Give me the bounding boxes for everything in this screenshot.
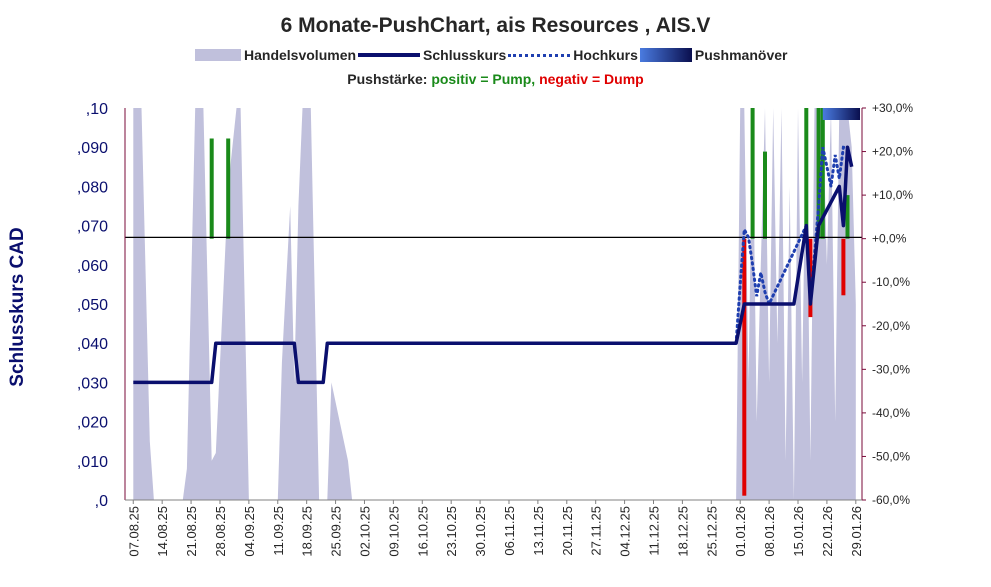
y-right-tick-label-0: -60,0% <box>872 493 910 507</box>
x-tick-label-7: 25.09.25 <box>329 506 344 557</box>
y-left-tick-label-7: ,070 <box>77 219 108 236</box>
x-tick-label-3: 28.08.25 <box>213 506 228 557</box>
volume-area <box>133 108 856 500</box>
y-left-tick-label-10: ,10 <box>86 101 108 118</box>
x-tick-label-2: 21.08.25 <box>184 506 199 557</box>
chart-title: 6 Monate-PushChart, ais Resources , AIS.… <box>280 14 711 37</box>
push-bar-3 <box>750 108 755 239</box>
legend-item-high: Hochkurs <box>508 47 638 63</box>
x-tick-label-20: 25.12.25 <box>704 506 719 557</box>
push-bar-0 <box>209 138 214 239</box>
push-period-band <box>822 108 860 120</box>
legend: Handelsvolumen Schlusskurs Hochkurs Push… <box>195 45 789 65</box>
push-bar-2 <box>742 238 747 496</box>
y-left-tick-label-5: ,050 <box>77 297 108 314</box>
x-tick-label-15: 20.11.25 <box>560 506 575 556</box>
x-tick-label-1: 14.08.25 <box>155 506 170 557</box>
push-bar-1 <box>226 138 231 239</box>
legend-item-volume: Handelsvolumen <box>195 47 356 63</box>
legend-item-close: Schlusskurs <box>358 47 506 63</box>
push-bar-4 <box>763 151 767 239</box>
x-tick-label-10: 16.10.25 <box>415 506 430 557</box>
y-right-tick-label-8: +20,0% <box>872 145 913 159</box>
x-tick-label-22: 08.01.26 <box>762 506 777 557</box>
subtitle: Pushstärke: positiv = Pump, negativ = Du… <box>0 71 991 87</box>
x-tick-label-14: 13.11.25 <box>531 506 546 556</box>
close-line <box>133 145 854 385</box>
x-tick-label-24: 22.01.26 <box>820 506 835 557</box>
x-tick-label-21: 01.01.26 <box>733 506 748 557</box>
subtitle-positive: positiv = Pump, <box>431 71 536 87</box>
push-bar-8 <box>820 108 825 239</box>
x-tick-label-25: 29.01.26 <box>849 506 864 557</box>
y-left-tick-label-3: ,030 <box>77 375 108 392</box>
y-left-tick-label-0: ,0 <box>95 493 108 510</box>
subtitle-negative: negativ = Dump <box>539 71 644 87</box>
plot-clip-group <box>125 108 862 500</box>
push-bar-9 <box>841 238 846 296</box>
push-bar-5 <box>804 108 809 239</box>
legend-label-close: Schlusskurs <box>423 47 507 63</box>
subtitle-prefix: Pushstärke: <box>347 71 428 87</box>
legend-item-push: Pushmanöver <box>639 47 788 63</box>
legend-label-high: Hochkurs <box>573 47 638 63</box>
x-tick-label-17: 04.12.25 <box>618 506 633 557</box>
x-tick-label-12: 30.10.25 <box>473 506 488 557</box>
legend-label-push: Pushmanöver <box>694 47 788 63</box>
y-right-tick-label-7: +10,0% <box>872 188 913 202</box>
y-left-tick-label-1: ,010 <box>77 454 108 471</box>
y-right-tick-label-1: -50,0% <box>872 449 910 463</box>
x-tick-label-6: 18.09.25 <box>300 506 315 557</box>
y-right-tick-label-2: -40,0% <box>872 406 910 420</box>
y-left-tick-label-2: ,020 <box>77 415 108 432</box>
x-tick-label-19: 18.12.25 <box>675 506 690 557</box>
x-tick-label-11: 23.10.25 <box>444 506 459 557</box>
legend-swatch-push <box>639 48 692 62</box>
legend-label-volume: Handelsvolumen <box>244 47 357 63</box>
x-tick-label-9: 09.10.25 <box>386 506 401 557</box>
y-right-tick-label-5: -10,0% <box>872 275 910 289</box>
x-tick-label-23: 15.01.26 <box>791 506 806 557</box>
x-tick-label-4: 04.09.25 <box>242 506 257 557</box>
legend-swatch-volume <box>195 49 241 61</box>
x-tick-label-5: 11.09.25 <box>271 506 286 556</box>
x-tick-label-8: 02.10.25 <box>358 506 373 557</box>
y-right-tick-label-3: -30,0% <box>872 362 910 376</box>
push-bar-10 <box>845 195 850 239</box>
legend-swatch-high <box>508 53 571 57</box>
y-left-tick-label-8: ,080 <box>77 179 108 196</box>
y-right-tick-label-9: +30,0% <box>872 101 913 115</box>
y-left-tick-label-9: ,090 <box>77 140 108 157</box>
y-right-tick-label-6: +0,0% <box>872 232 907 246</box>
x-tick-label-0: 07.08.25 <box>126 506 141 557</box>
y-left-tick-label-4: ,040 <box>77 336 108 353</box>
x-tick-label-13: 06.11.25 <box>502 506 517 556</box>
push-bar-7 <box>816 108 821 239</box>
legend-swatch-close <box>358 53 421 57</box>
y-left-tick-label-6: ,060 <box>77 258 108 275</box>
x-tick-label-18: 11.12.25 <box>647 506 662 556</box>
x-tick-label-16: 27.11.25 <box>589 506 604 556</box>
y-right-tick-label-4: -20,0% <box>872 319 910 333</box>
